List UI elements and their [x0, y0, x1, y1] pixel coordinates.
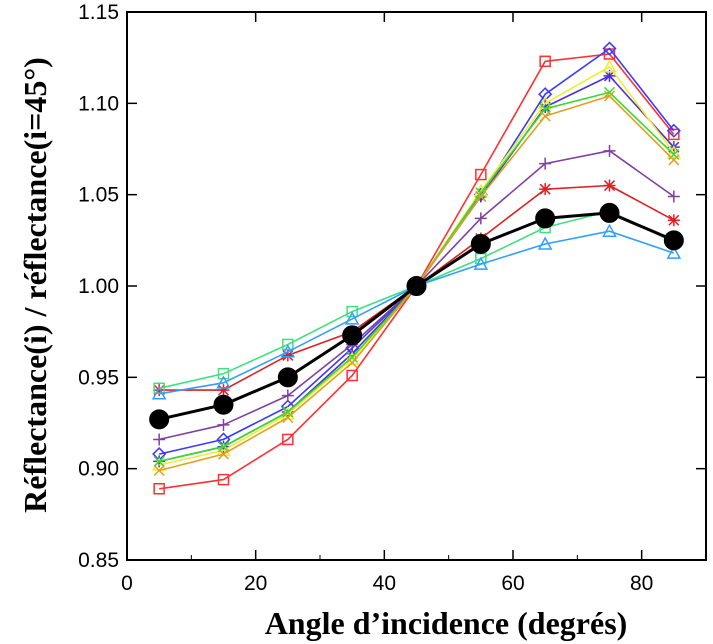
marker-cross-point: [475, 187, 487, 199]
x-axis-label: Angle d’incidence (degrés): [265, 605, 628, 641]
marker-square-point: [282, 433, 294, 446]
marker-star-point: [539, 183, 552, 196]
marker-square-point: [282, 338, 294, 351]
marker-cross-point: [603, 90, 616, 102]
y-tick-label: 0.90: [78, 458, 119, 481]
marker-plus-point: [217, 418, 230, 431]
marker-circle-point: [342, 325, 363, 346]
marker-circle-point: [663, 230, 684, 251]
marker-diamond-point: [602, 41, 617, 56]
series-layer: [149, 41, 684, 495]
y-tick-label: 1.10: [78, 92, 119, 115]
marker-square-point: [475, 168, 487, 181]
x-tick-label: 0: [121, 572, 133, 595]
x-tick-label: 20: [244, 572, 267, 595]
series-line: [158, 211, 675, 421]
marker-triangle-point: [280, 344, 296, 358]
marker-star-point: [153, 384, 166, 397]
axis-ticks: 0 20 40 60 80 0.85 0.90 0.95 1.00 1.05 1.10 1.15: [78, 1, 706, 595]
marker-square-point: [539, 55, 551, 68]
marker-plus-point: [667, 190, 680, 203]
marker-cross-point: [153, 455, 165, 467]
marker-circle-point: [406, 276, 427, 296]
marker-cross-point: [153, 464, 165, 477]
marker-square-point: [217, 473, 230, 486]
marker-plus-point: [281, 389, 294, 402]
marker-circle-point: [535, 208, 556, 229]
marker-cross-point: [217, 448, 230, 460]
series-10: [151, 223, 682, 400]
y-axis-label: Réflectance(i) / réflectance(i=45°): [17, 57, 53, 513]
marker-circle-point: [213, 394, 234, 415]
x-tick-label: 40: [373, 572, 396, 595]
marker-cross-point: [346, 351, 358, 363]
series-line: [159, 47, 675, 455]
marker-triangle-point: [151, 386, 167, 400]
marker-square-point: [346, 305, 358, 318]
marker-cross-point: [603, 86, 616, 98]
marker-triangle-point: [473, 256, 489, 270]
marker-diamond-point: [538, 87, 553, 102]
marker-triangle-point: [602, 223, 617, 237]
marker-star-point: [539, 100, 552, 113]
marker-cross-point: [282, 411, 294, 424]
marker-square-point: [153, 483, 165, 495]
y-tick-label: 0.85: [78, 549, 119, 572]
marker-circle-point: [277, 367, 298, 388]
marker-cross-point: [668, 154, 680, 166]
x-tick-label: 80: [630, 572, 653, 595]
marker-star-point: [603, 69, 616, 82]
series-line: [159, 53, 675, 490]
x-tick-label: 60: [501, 572, 524, 595]
marker-plus-point: [539, 157, 552, 170]
marker-triangle-point: [602, 59, 617, 73]
marker-star-point: [603, 179, 616, 192]
marker-cross-point: [539, 110, 551, 122]
y-tick-label: 0.95: [78, 366, 119, 389]
marker-circle-point: [470, 233, 491, 254]
marker-diamond-point: [666, 123, 681, 138]
marker-square-point: [346, 369, 358, 382]
marker-plus-point: [603, 144, 616, 157]
marker-plus-point: [153, 433, 166, 446]
marker-triangle-point: [216, 375, 231, 389]
series-line: [159, 75, 675, 463]
marker-triangle-point: [537, 236, 553, 250]
y-tick-label: 1.05: [78, 184, 119, 207]
marker-circle-point: [149, 409, 170, 430]
marker-triangle-point: [666, 245, 682, 259]
y-tick-label: 1.00: [78, 275, 119, 298]
series-1: [153, 48, 680, 495]
series-line: [159, 66, 675, 466]
marker-cross-point: [346, 357, 358, 369]
marker-square-point: [217, 367, 230, 380]
series-9: [153, 205, 680, 395]
series-line: [159, 210, 675, 390]
marker-star-point: [281, 349, 294, 362]
marker-square-point: [668, 128, 680, 141]
marker-plus-point: [474, 212, 487, 225]
series-line: [159, 230, 675, 395]
marker-cross-point: [475, 190, 487, 203]
y-tick-label: 1.15: [78, 1, 119, 24]
series-2: [152, 41, 681, 462]
marker-star-point: [667, 214, 680, 227]
series-11: [149, 202, 684, 430]
marker-circle-point: [599, 202, 620, 223]
marker-triangle-point: [344, 311, 360, 325]
marker-star-point: [217, 384, 230, 397]
